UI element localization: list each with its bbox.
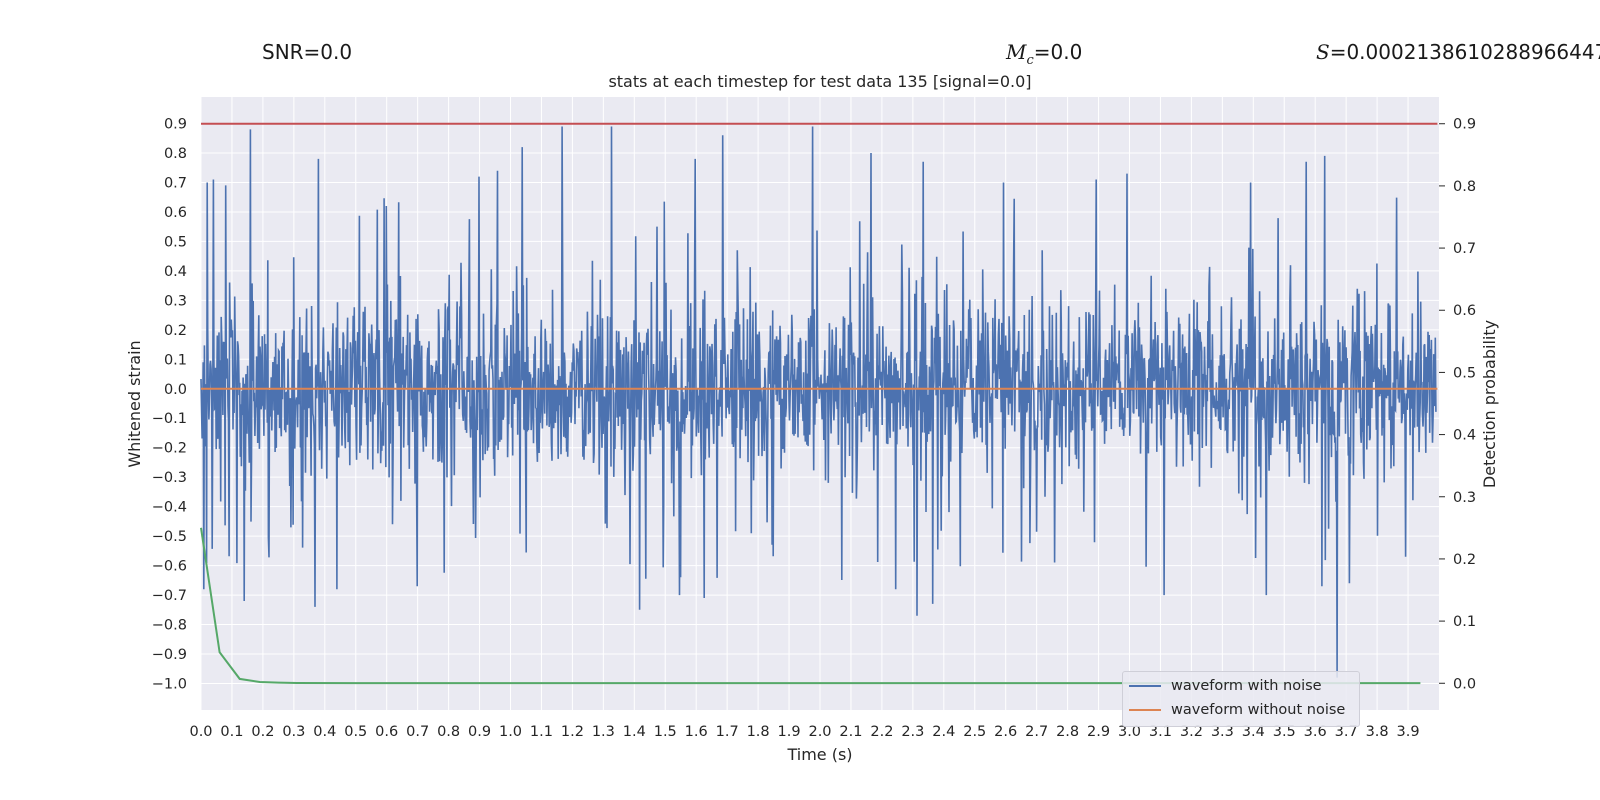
x-tick-label: 3.6	[1304, 724, 1327, 740]
y-right-tick-label: 0.9	[1453, 117, 1476, 133]
y-left-tick-label: 0.5	[164, 234, 187, 250]
chirp-mass-label: Mc=0.0	[1006, 40, 1082, 68]
series-layer	[200, 122, 1438, 685]
x-tick-label: 0.5	[344, 724, 367, 740]
x-tick-label: 0.7	[406, 724, 429, 740]
x-tick-label: 1.4	[623, 724, 646, 740]
y-axis-left-label: Whitened strain	[125, 340, 144, 467]
y-right-tick-label: 0.6	[1453, 303, 1476, 319]
y-left-tick-label: 0.8	[164, 146, 187, 162]
y-left-tick-label: 0.2	[164, 323, 187, 339]
x-tick-label: 1.5	[654, 724, 677, 740]
x-tick-label: 1.3	[592, 724, 615, 740]
legend-label-with-noise: waveform with noise	[1171, 678, 1322, 694]
legend-swatch-without-noise	[1129, 709, 1161, 711]
y-left-tick-label: 0.3	[164, 293, 187, 309]
x-tick-label: 0.8	[437, 724, 460, 740]
x-tick-label: 0.4	[313, 724, 336, 740]
x-tick-label: 2.8	[1056, 724, 1079, 740]
x-tick-label: 3.7	[1335, 724, 1358, 740]
y-left-tick-label: 0.9	[164, 117, 187, 133]
x-tick-label: 0.3	[282, 724, 305, 740]
legend: waveform with noise waveform without noi…	[1122, 671, 1360, 727]
y-left-tick-label: −0.5	[152, 529, 187, 545]
x-tick-label: 2.1	[839, 724, 862, 740]
x-tick-label: 2.0	[808, 724, 831, 740]
x-tick-label: 1.1	[530, 724, 553, 740]
x-tick-label: 1.6	[685, 724, 708, 740]
series-detection-probability	[200, 527, 1421, 685]
y-left-tick-label: 0.6	[164, 205, 187, 221]
y-left-tick-label: −0.8	[152, 618, 187, 634]
y-right-tick-label: 0.7	[1453, 241, 1476, 257]
legend-swatch-with-noise	[1129, 685, 1161, 687]
x-axis-label: Time (s)	[786, 745, 852, 764]
series-waveform-with-noise	[200, 126, 1437, 678]
y-right-tick-label: 0.5	[1453, 365, 1476, 381]
score-value: =0.00021386102889664474	[1329, 40, 1600, 64]
x-tick-label: 3.9	[1397, 724, 1420, 740]
legend-item-without-noise: waveform without noise	[1129, 702, 1345, 718]
x-tick-label: 3.0	[1118, 724, 1141, 740]
x-tick-label: 0.0	[189, 724, 212, 740]
y-right-tick-label: 0.0	[1453, 676, 1476, 692]
y-left-tick-label: 0.1	[164, 352, 187, 368]
snr-label: SNR=0.0	[262, 40, 353, 64]
y-left-tick-label: −0.4	[152, 500, 187, 516]
legend-label-without-noise: waveform without noise	[1171, 702, 1346, 718]
x-tick-label: 2.7	[1025, 724, 1048, 740]
x-tick-label: 1.7	[716, 724, 739, 740]
x-tick-label: 2.6	[994, 724, 1017, 740]
x-tick-label: 2.4	[932, 724, 955, 740]
score-label: S=0.00021386102889664474	[1316, 40, 1600, 64]
chirp-mass-value: =0.0	[1033, 40, 1083, 64]
x-tick-label: 1.9	[778, 724, 801, 740]
x-tick-label: 3.3	[1211, 724, 1234, 740]
y-left-tick-label: 0.0	[164, 382, 187, 398]
y-right-tick-label: 0.1	[1453, 614, 1476, 630]
y-left-tick-label: 0.4	[164, 264, 187, 280]
y-left-tick-label: −0.2	[152, 441, 187, 457]
ticks: 0.0 0.1 0.2 0.3 0.4 0.5 0.6 0.7 0.8 0.9 1.0 1.1 1.2 1…	[152, 117, 1476, 740]
chirp-mass-subscript: c	[1026, 53, 1034, 68]
x-tick-label: 3.2	[1180, 724, 1203, 740]
y-right-tick-label: 0.2	[1453, 552, 1476, 568]
x-tick-label: 1.0	[499, 724, 522, 740]
x-tick-label: 2.2	[870, 724, 893, 740]
x-tick-label: 3.8	[1366, 724, 1389, 740]
x-tick-label: 3.5	[1273, 724, 1296, 740]
y-left-tick-label: −0.7	[152, 588, 187, 604]
y-left-tick-label: −1.0	[152, 676, 187, 692]
score-symbol: S	[1316, 40, 1330, 64]
y-left-tick-label: −0.3	[152, 470, 187, 486]
y-left-tick-label: −0.9	[152, 647, 187, 663]
chart-title: stats at each timestep for test data 135…	[608, 72, 1032, 91]
y-right-tick-label: 0.3	[1453, 490, 1476, 506]
y-left-tick-label: −0.1	[152, 411, 187, 427]
x-tick-label: 0.9	[468, 724, 491, 740]
x-tick-label: 0.2	[251, 724, 274, 740]
y-right-tick-label: 0.8	[1453, 179, 1476, 195]
y-left-tick-label: −0.6	[152, 559, 187, 575]
chirp-mass-symbol: M	[1006, 40, 1027, 64]
y-left-tick-label: 0.7	[164, 175, 187, 191]
x-tick-label: 2.9	[1087, 724, 1110, 740]
x-tick-label: 2.3	[901, 724, 924, 740]
y-right-tick-label: 0.4	[1453, 428, 1476, 444]
x-tick-label: 3.4	[1242, 724, 1265, 740]
x-tick-label: 1.8	[747, 724, 770, 740]
y-axis-right-label: Detection probability	[1480, 320, 1499, 488]
x-tick-label: 0.6	[375, 724, 398, 740]
legend-item-with-noise: waveform with noise	[1129, 678, 1322, 694]
x-tick-label: 2.5	[963, 724, 986, 740]
x-tick-label: 3.1	[1149, 724, 1172, 740]
x-tick-label: 0.1	[220, 724, 243, 740]
x-tick-label: 1.2	[561, 724, 584, 740]
